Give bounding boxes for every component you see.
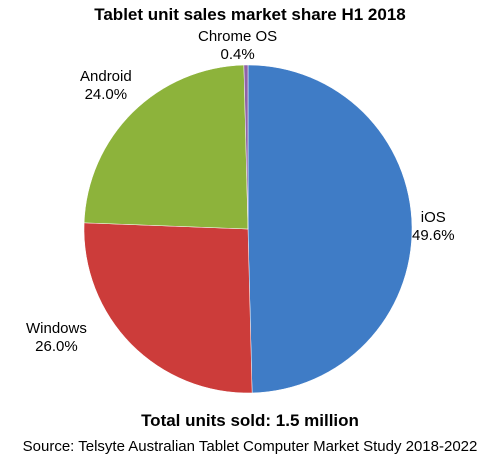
pie-slice-chrome-os [243,64,249,230]
slice-label-android: Android 24.0% [80,68,132,104]
slice-label-name: Chrome OS [198,28,278,45]
pie-slice-android [83,64,249,230]
slice-label-value: 26.0% [35,338,78,355]
pie-slice-ios [247,64,413,394]
slice-label-ios: iOS 49.6% [412,209,455,245]
total-units-note: Total units sold: 1.5 million [141,411,359,430]
slice-label-value: 0.4% [220,46,255,63]
slice-label-name: Windows [26,320,87,337]
slice-label-windows: Windows 26.0% [26,320,87,356]
source-note: Source: Telsyte Australian Tablet Comput… [22,438,478,455]
chart-title: Tablet unit sales market share H1 2018 [94,5,406,24]
pie-slice-windows [83,222,253,394]
slice-label-name: iOS [420,209,446,226]
slice-label-name: Android [80,68,132,85]
slice-label-chrome-os: Chrome OS 0.4% [198,28,277,64]
slice-label-value: 24.0% [84,86,128,103]
slice-label-value: 49.6% [412,227,455,244]
